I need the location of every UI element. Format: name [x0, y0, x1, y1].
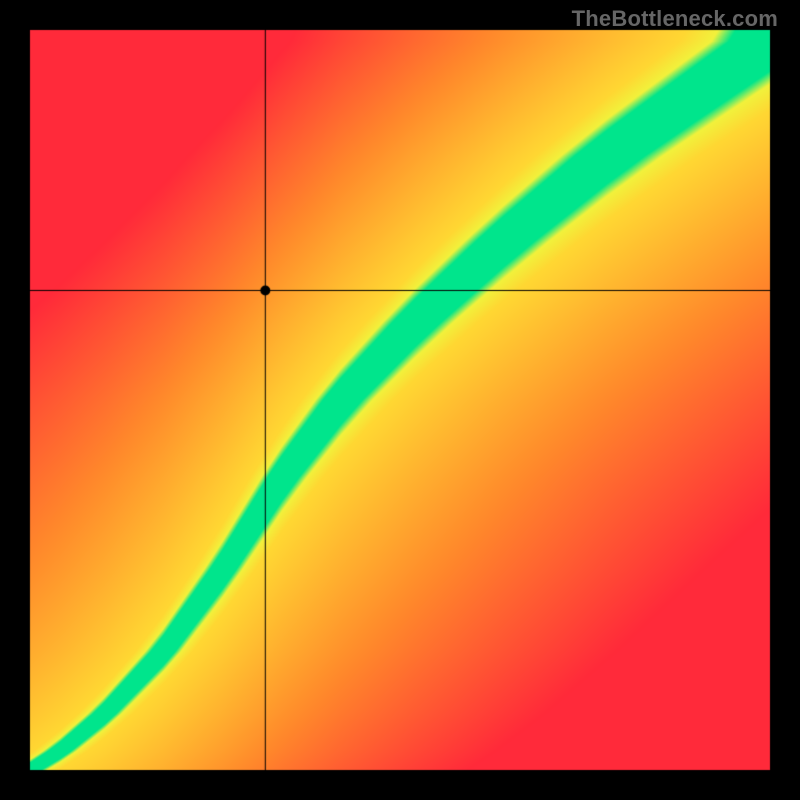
bottleneck-heatmap [0, 0, 800, 800]
chart-container: TheBottleneck.com [0, 0, 800, 800]
watermark-text: TheBottleneck.com [572, 6, 778, 32]
